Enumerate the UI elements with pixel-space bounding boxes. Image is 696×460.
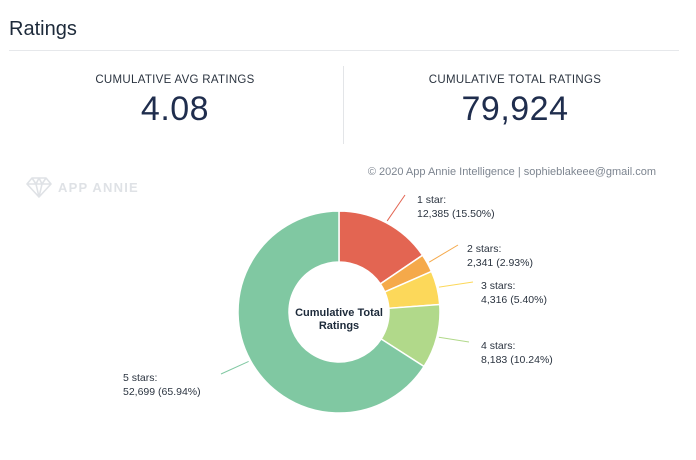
slice-5-leader-line — [220, 360, 249, 375]
slice-5-value-label: 52,699 (65.94%) — [123, 386, 201, 398]
kpi-total-value: 79,924 — [461, 90, 569, 128]
center-label-line-1: Cumulative Total — [295, 307, 383, 319]
slice-5-name-label: 5 stars: — [123, 372, 157, 384]
app-annie-watermark: APP ANNIE — [26, 176, 139, 198]
slice-4-name-label: 4 stars: — [481, 340, 515, 352]
diamond-logo-icon — [26, 177, 52, 198]
slice-4-leader-line — [438, 336, 470, 343]
kpi-avg-label: CUMULATIVE AVG RATINGS — [95, 74, 255, 86]
slice-2-leader-line — [428, 244, 459, 263]
slice-5-star[interactable] — [237, 210, 426, 414]
kpi-total-label: CUMULATIVE TOTAL RATINGS — [428, 74, 602, 86]
kpi-divider — [343, 66, 344, 144]
page-title: Ratings — [9, 18, 77, 40]
slice-4-value-label: 8,183 (10.24%) — [481, 354, 553, 366]
kpi-avg-value: 4.08 — [140, 90, 210, 128]
slice-1-value-label: 12,385 (15.50%) — [417, 208, 495, 220]
kpi-avg-ratings: CUMULATIVE AVG RATINGS 4.08 — [30, 74, 320, 129]
slice-2-name-label: 2 stars: — [467, 243, 501, 255]
slice-1-leader-line — [386, 194, 406, 222]
center-label-line-2: Ratings — [319, 320, 359, 332]
title-divider — [9, 50, 679, 51]
slice-3-leader-line — [438, 281, 474, 288]
slice-1-name-label: 1 star: — [417, 194, 446, 206]
slice-2-value-label: 2,341 (2.93%) — [467, 257, 533, 269]
slice-3-value-label: 4,316 (5.40%) — [481, 294, 547, 306]
watermark-text: APP ANNIE — [58, 179, 139, 195]
copyright-text: © 2020 App Annie Intelligence | sophiebl… — [367, 166, 656, 178]
kpi-total-ratings: CUMULATIVE TOTAL RATINGS 79,924 — [350, 74, 680, 129]
slice-3-name-label: 3 stars: — [481, 280, 515, 292]
